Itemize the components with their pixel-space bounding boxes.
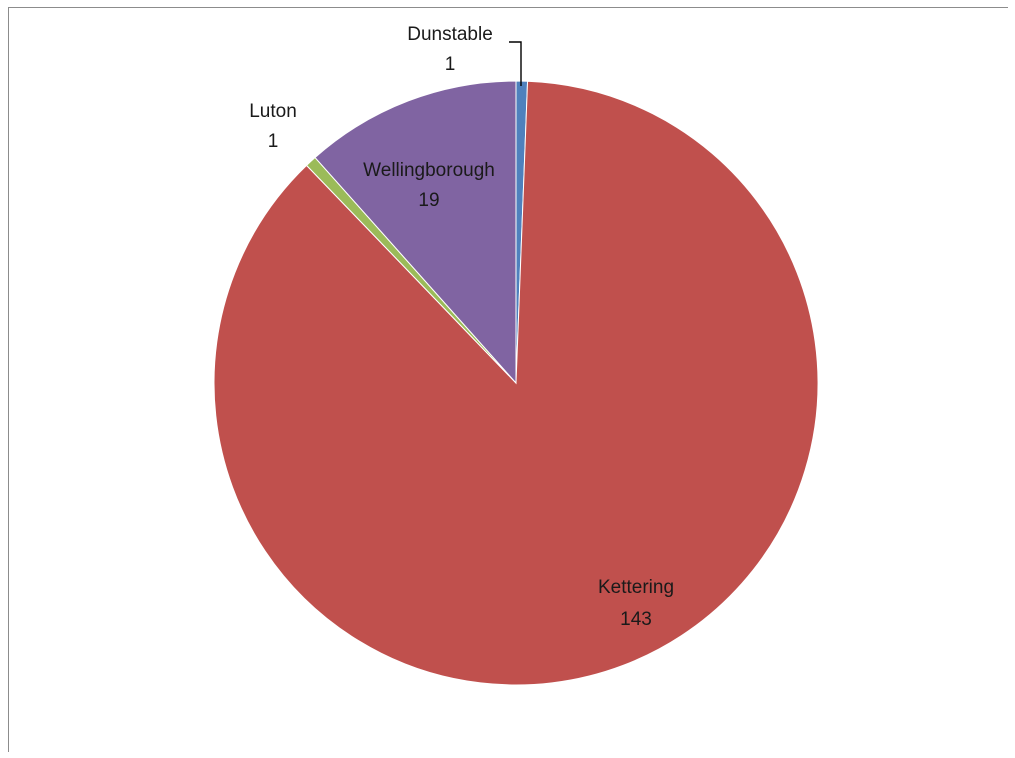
data-label-luton-value: 1 xyxy=(268,131,279,152)
data-label-wellingborough-value: 19 xyxy=(418,190,439,211)
data-label-wellingborough-name: Wellingborough xyxy=(363,160,495,181)
pie-slice-wellingborough xyxy=(314,80,517,385)
leader-line-dunstable xyxy=(509,41,522,86)
data-label-kettering-name: Kettering xyxy=(598,577,674,598)
data-label-dunstable-name: Dunstable xyxy=(407,24,493,45)
data-label-dunstable-value: 1 xyxy=(445,54,456,75)
pie-slices xyxy=(213,80,819,686)
chart-area xyxy=(8,7,1008,752)
data-label-kettering-value: 143 xyxy=(620,609,652,630)
data-label-luton-name: Luton xyxy=(249,101,297,122)
